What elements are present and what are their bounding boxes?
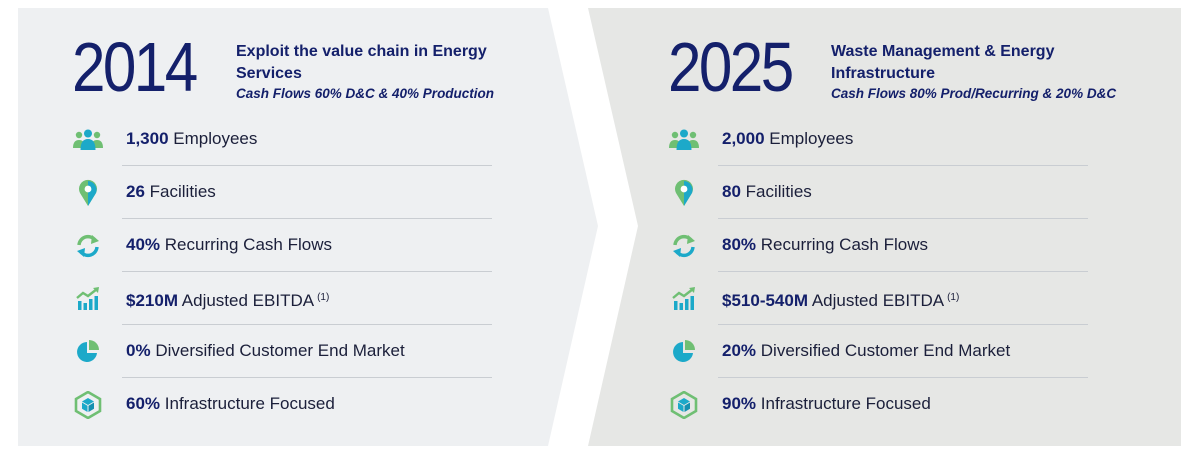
right-panel-chevron xyxy=(588,8,1181,446)
metric-row: 0% Diversified Customer End Market xyxy=(72,325,502,378)
left-panel-arrow xyxy=(18,8,598,446)
row-divider xyxy=(122,377,492,378)
metric-text: 26 Facilities xyxy=(126,181,216,203)
year-label: 2014 xyxy=(72,28,198,106)
location-pin-icon xyxy=(72,179,104,207)
location-pin-icon xyxy=(668,179,700,207)
growth-chart-icon xyxy=(668,285,700,313)
row-divider xyxy=(718,271,1088,272)
metric-row: 1,300 Employees xyxy=(72,113,502,166)
metric-list: 1,300 Employees 26 Facilities 40% Recurrin… xyxy=(72,113,502,431)
metric-label: Recurring Cash Flows xyxy=(164,235,332,254)
row-divider xyxy=(122,324,492,325)
header-subtitle: Cash Flows 60% D&C & 40% Production xyxy=(236,86,495,101)
metric-text: $210M Adjusted EBITDA (1) xyxy=(126,287,329,312)
metric-row: 80% Recurring Cash Flows xyxy=(668,219,1108,272)
pie-chart-icon xyxy=(668,338,700,366)
metric-value: 80% xyxy=(722,235,757,254)
right-column-2025: 2025 Waste Management & Energy Infrastru… xyxy=(668,0,1116,419)
metric-row: $510-540M Adjusted EBITDA (1) xyxy=(668,272,1108,325)
metric-row: 80 Facilities xyxy=(668,166,1108,219)
metric-row: 90% Infrastructure Focused xyxy=(668,378,1108,431)
infrastructure-cube-icon xyxy=(72,391,104,419)
row-divider xyxy=(718,165,1088,166)
recycle-arrows-icon xyxy=(72,232,104,260)
metric-label: Adjusted EBITDA xyxy=(811,291,945,310)
metric-value: 2,000 xyxy=(722,129,765,148)
header-title: Exploit the value chain in Energy Servic… xyxy=(236,43,487,82)
metric-value: 40% xyxy=(126,235,161,254)
metric-label: Diversified Customer End Market xyxy=(155,341,405,360)
metric-text: 2,000 Employees xyxy=(722,128,853,150)
people-icon xyxy=(668,126,700,154)
metric-row: 2,000 Employees xyxy=(668,113,1108,166)
metric-row: $210M Adjusted EBITDA (1) xyxy=(72,272,502,325)
metric-text: $510-540M Adjusted EBITDA (1) xyxy=(722,287,959,312)
metric-label: Facilities xyxy=(149,182,216,201)
recycle-arrows-icon xyxy=(668,232,700,260)
metric-row: 60% Infrastructure Focused xyxy=(72,378,502,431)
growth-chart-icon xyxy=(72,285,104,313)
metric-value: 26 xyxy=(126,182,145,201)
header-title: Waste Management & Energy Infrastructure xyxy=(831,43,1055,82)
year-label: 2025 xyxy=(668,28,794,106)
metric-text: 60% Infrastructure Focused xyxy=(126,393,335,415)
metric-label: Diversified Customer End Market xyxy=(760,341,1011,360)
metric-label: Recurring Cash Flows xyxy=(760,235,928,254)
metric-text: 80% Recurring Cash Flows xyxy=(722,234,928,256)
footnote-marker: (1) xyxy=(317,292,330,303)
metric-value: $510-540M xyxy=(722,291,809,310)
metric-text: 0% Diversified Customer End Market xyxy=(126,340,405,362)
metric-value: 0% xyxy=(126,341,151,360)
row-divider xyxy=(122,165,492,166)
infrastructure-cube-icon xyxy=(668,391,700,419)
metric-text: 40% Recurring Cash Flows xyxy=(126,234,332,256)
right-header: 2025 Waste Management & Energy Infrastru… xyxy=(668,0,1116,120)
metric-text: 80 Facilities xyxy=(722,181,812,203)
metric-value: 60% xyxy=(126,394,161,413)
metric-text: 90% Infrastructure Focused xyxy=(722,393,931,415)
metric-text: 20% Diversified Customer End Market xyxy=(722,340,1010,362)
left-header: 2014 Exploit the value chain in Energy S… xyxy=(72,0,502,120)
header-text: Exploit the value chain in Energy Servic… xyxy=(236,41,526,103)
left-column-2014: 2014 Exploit the value chain in Energy S… xyxy=(72,0,502,419)
pie-chart-icon xyxy=(72,338,104,366)
metric-label: Employees xyxy=(769,129,854,148)
row-divider xyxy=(718,377,1088,378)
metric-value: 90% xyxy=(722,394,757,413)
metric-list: 2,000 Employees 80 Facilities 80% Recurrin… xyxy=(668,113,1108,431)
metric-label: Employees xyxy=(173,129,258,148)
row-divider xyxy=(122,218,492,219)
metric-row: 20% Diversified Customer End Market xyxy=(668,325,1108,378)
metric-row: 40% Recurring Cash Flows xyxy=(72,219,502,272)
row-divider xyxy=(718,218,1088,219)
metric-label: Adjusted EBITDA xyxy=(181,291,315,310)
header-text: Waste Management & Energy Infrastructure… xyxy=(831,41,1121,103)
metric-label: Infrastructure Focused xyxy=(164,394,335,413)
metric-value: 20% xyxy=(722,341,757,360)
metric-value: 1,300 xyxy=(126,129,169,148)
people-icon xyxy=(72,126,104,154)
row-divider xyxy=(122,271,492,272)
metric-text: 1,300 Employees xyxy=(126,128,257,150)
metric-label: Facilities xyxy=(745,182,812,201)
metric-value: 80 xyxy=(722,182,741,201)
footnote-marker: (1) xyxy=(947,292,960,303)
header-subtitle: Cash Flows 80% Prod/Recurring & 20% D&C xyxy=(831,86,1117,101)
row-divider xyxy=(718,324,1088,325)
metric-label: Infrastructure Focused xyxy=(760,394,931,413)
metric-value: $210M xyxy=(126,291,178,310)
metric-row: 26 Facilities xyxy=(72,166,502,219)
